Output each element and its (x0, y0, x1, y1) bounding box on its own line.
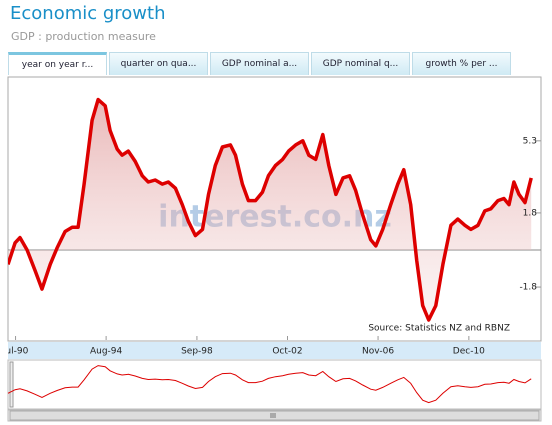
navigator-line (7, 365, 532, 404)
scrollbar-grip (270, 413, 276, 418)
tab[interactable]: year on year r... (8, 52, 107, 75)
y-tick-label: 1.8 (523, 208, 538, 218)
tab[interactable]: quarter on qua... (109, 52, 208, 75)
x-tick-label: Dec-10 (453, 347, 485, 357)
x-tick-label: Oct-02 (272, 347, 302, 357)
x-tick-label: Jul-90 (2, 347, 29, 357)
x-tick-label: Sep-98 (181, 347, 213, 357)
x-axis-band (8, 342, 541, 359)
area (8, 99, 532, 320)
tab[interactable]: growth % per ... (412, 52, 511, 75)
x-tick-label: Aug-94 (90, 347, 123, 357)
x-tick-label: Nov-06 (362, 347, 394, 357)
y-tick-label: 5.3 (523, 136, 537, 146)
y-tick-label: -1.8 (519, 283, 537, 293)
line (8, 97, 533, 322)
source-note: Source: Statistics NZ and RBNZ (368, 324, 510, 334)
navigator (7, 359, 542, 410)
tab[interactable]: GDP nominal q... (311, 52, 410, 75)
navigator-handle[interactable] (9, 361, 14, 408)
tab[interactable]: GDP nominal a... (210, 52, 309, 75)
tab-bar: year on year r... quarter on qua... GDP no… (8, 52, 513, 77)
subtitle: GDP : production measure (11, 30, 156, 43)
title: Economic growth (10, 3, 166, 24)
